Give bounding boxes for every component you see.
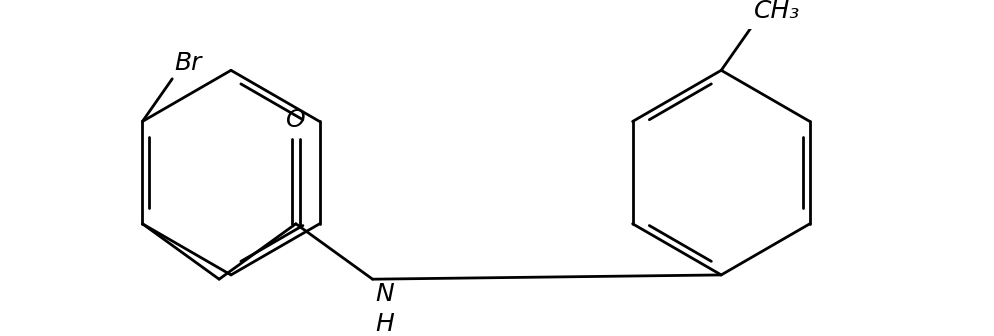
Text: Br: Br [175, 51, 202, 75]
Text: O: O [286, 108, 306, 132]
Text: N: N [375, 282, 394, 306]
Text: H: H [375, 311, 394, 336]
Text: CH₃: CH₃ [753, 0, 800, 24]
